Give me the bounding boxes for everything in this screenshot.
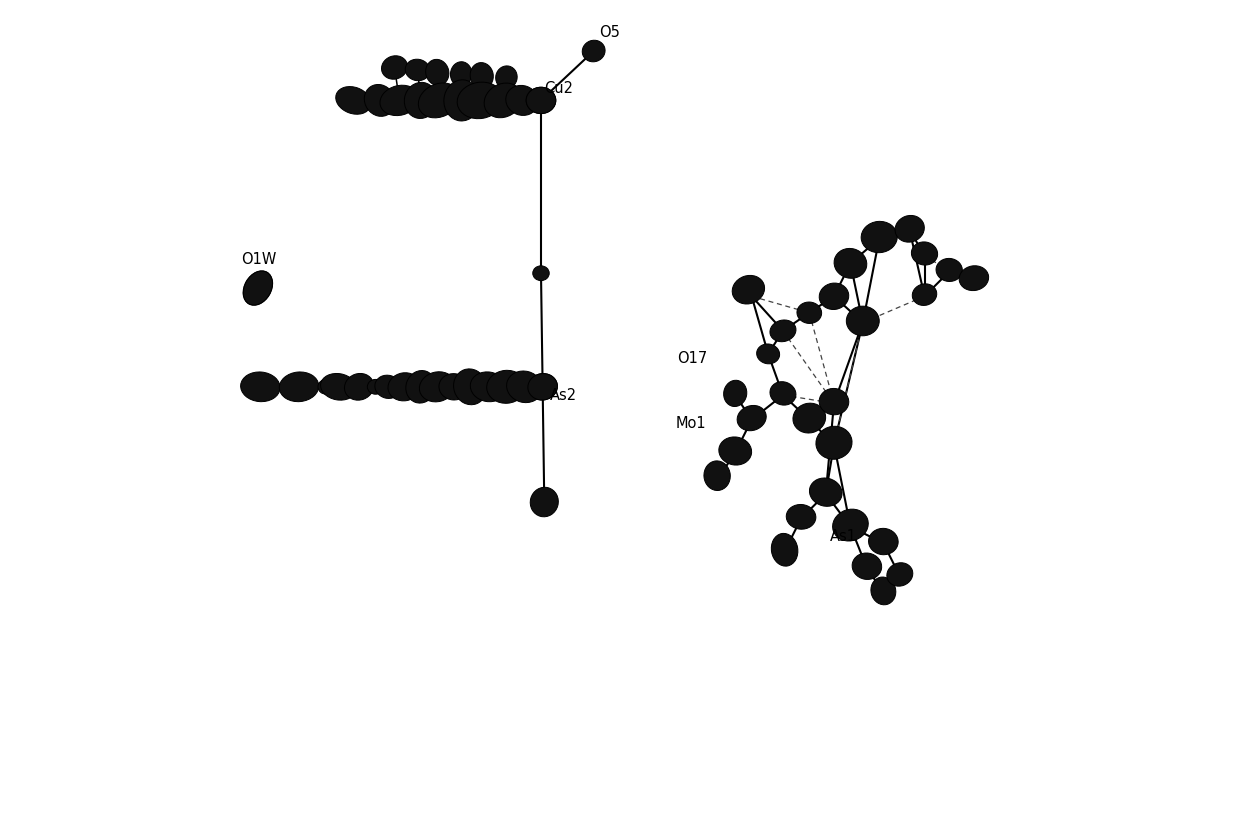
Ellipse shape [528, 374, 558, 400]
Ellipse shape [704, 461, 730, 491]
Ellipse shape [533, 266, 549, 281]
Ellipse shape [526, 87, 556, 114]
Ellipse shape [470, 372, 506, 402]
Text: Mo1: Mo1 [676, 416, 707, 431]
Ellipse shape [321, 374, 357, 400]
Ellipse shape [770, 382, 796, 405]
Ellipse shape [458, 82, 503, 119]
Ellipse shape [887, 563, 913, 586]
Text: O5: O5 [599, 26, 620, 40]
Ellipse shape [870, 577, 895, 605]
Text: As2: As2 [551, 388, 577, 402]
Ellipse shape [771, 533, 797, 566]
Ellipse shape [797, 302, 822, 323]
Text: O17: O17 [677, 351, 708, 365]
Ellipse shape [861, 221, 898, 253]
Ellipse shape [450, 62, 472, 86]
Ellipse shape [279, 372, 319, 402]
Ellipse shape [960, 266, 988, 291]
Text: As1: As1 [830, 529, 857, 544]
Ellipse shape [345, 374, 373, 400]
Ellipse shape [486, 370, 526, 403]
Ellipse shape [418, 83, 460, 118]
Ellipse shape [281, 380, 298, 393]
Ellipse shape [913, 284, 936, 305]
Ellipse shape [506, 86, 538, 115]
Ellipse shape [786, 504, 816, 529]
Ellipse shape [936, 258, 962, 281]
Ellipse shape [810, 478, 842, 506]
Ellipse shape [816, 426, 852, 459]
Ellipse shape [374, 375, 401, 398]
Ellipse shape [526, 87, 556, 114]
Ellipse shape [367, 379, 384, 394]
Ellipse shape [737, 406, 766, 430]
Ellipse shape [911, 242, 937, 265]
Ellipse shape [719, 437, 751, 465]
Ellipse shape [444, 80, 480, 121]
Ellipse shape [388, 373, 420, 401]
Ellipse shape [454, 369, 487, 405]
Ellipse shape [336, 86, 371, 114]
Ellipse shape [583, 40, 605, 62]
Ellipse shape [365, 85, 396, 116]
Ellipse shape [404, 82, 438, 119]
Ellipse shape [317, 379, 335, 394]
Ellipse shape [820, 283, 848, 309]
Ellipse shape [243, 271, 273, 305]
Ellipse shape [724, 380, 746, 407]
Text: O1W: O1W [242, 252, 277, 267]
Ellipse shape [439, 374, 469, 400]
Ellipse shape [507, 371, 542, 402]
Ellipse shape [852, 553, 882, 579]
Ellipse shape [820, 388, 849, 415]
Ellipse shape [756, 344, 780, 364]
Text: Cu2: Cu2 [544, 81, 573, 96]
Ellipse shape [241, 372, 280, 402]
Ellipse shape [484, 83, 522, 118]
Ellipse shape [895, 216, 924, 242]
Ellipse shape [847, 306, 879, 336]
Ellipse shape [496, 66, 517, 89]
Ellipse shape [405, 59, 430, 81]
Ellipse shape [419, 372, 455, 402]
Ellipse shape [470, 63, 494, 89]
Ellipse shape [425, 59, 449, 86]
Ellipse shape [792, 403, 826, 433]
Ellipse shape [832, 509, 868, 541]
Ellipse shape [868, 528, 898, 555]
Ellipse shape [405, 370, 435, 403]
Ellipse shape [528, 374, 558, 400]
Ellipse shape [243, 271, 273, 305]
Ellipse shape [770, 320, 796, 342]
Ellipse shape [835, 249, 867, 278]
Ellipse shape [382, 56, 408, 79]
Ellipse shape [531, 487, 558, 517]
Ellipse shape [379, 86, 419, 115]
Ellipse shape [732, 276, 765, 304]
